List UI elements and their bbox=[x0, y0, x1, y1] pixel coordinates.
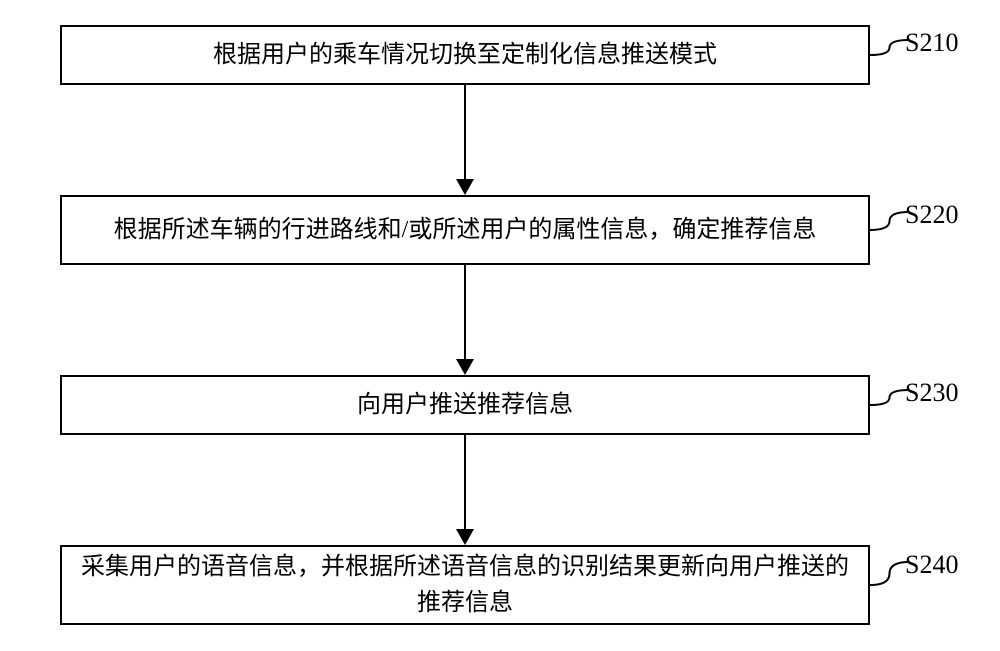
step-text: 根据所述车辆的行进路线和/或所述用户的属性信息，确定推荐信息 bbox=[114, 212, 817, 248]
label-curve-connector bbox=[870, 30, 909, 65]
step-text: 根据用户的乘车情况切换至定制化信息推送模式 bbox=[213, 37, 717, 73]
connector-line bbox=[464, 435, 466, 529]
step-label-s210: S210 bbox=[905, 28, 958, 58]
connector-arrowhead bbox=[456, 179, 474, 195]
step-label-s240: S240 bbox=[905, 550, 958, 580]
connector-arrowhead bbox=[456, 529, 474, 545]
label-curve-connector bbox=[870, 380, 909, 415]
flowchart-container: 根据用户的乘车情况切换至定制化信息推送模式 S210 根据所述车辆的行进路线和/或所… bbox=[0, 0, 1000, 651]
step-label-s220: S220 bbox=[905, 200, 958, 230]
label-curve-connector bbox=[870, 552, 909, 595]
step-label-s230: S230 bbox=[905, 378, 958, 408]
label-curve-connector bbox=[870, 202, 909, 240]
connector-arrowhead bbox=[456, 359, 474, 375]
step-text: 采集用户的语音信息，并根据所述语音信息的识别结果更新向用户推送的推荐信息 bbox=[74, 549, 856, 621]
step-box-s230: 向用户推送推荐信息 bbox=[60, 375, 870, 435]
step-box-s240: 采集用户的语音信息，并根据所述语音信息的识别结果更新向用户推送的推荐信息 bbox=[60, 545, 870, 625]
connector-line bbox=[464, 265, 466, 359]
step-text: 向用户推送推荐信息 bbox=[357, 387, 573, 423]
step-box-s220: 根据所述车辆的行进路线和/或所述用户的属性信息，确定推荐信息 bbox=[60, 195, 870, 265]
connector-line bbox=[464, 85, 466, 179]
step-box-s210: 根据用户的乘车情况切换至定制化信息推送模式 bbox=[60, 25, 870, 85]
